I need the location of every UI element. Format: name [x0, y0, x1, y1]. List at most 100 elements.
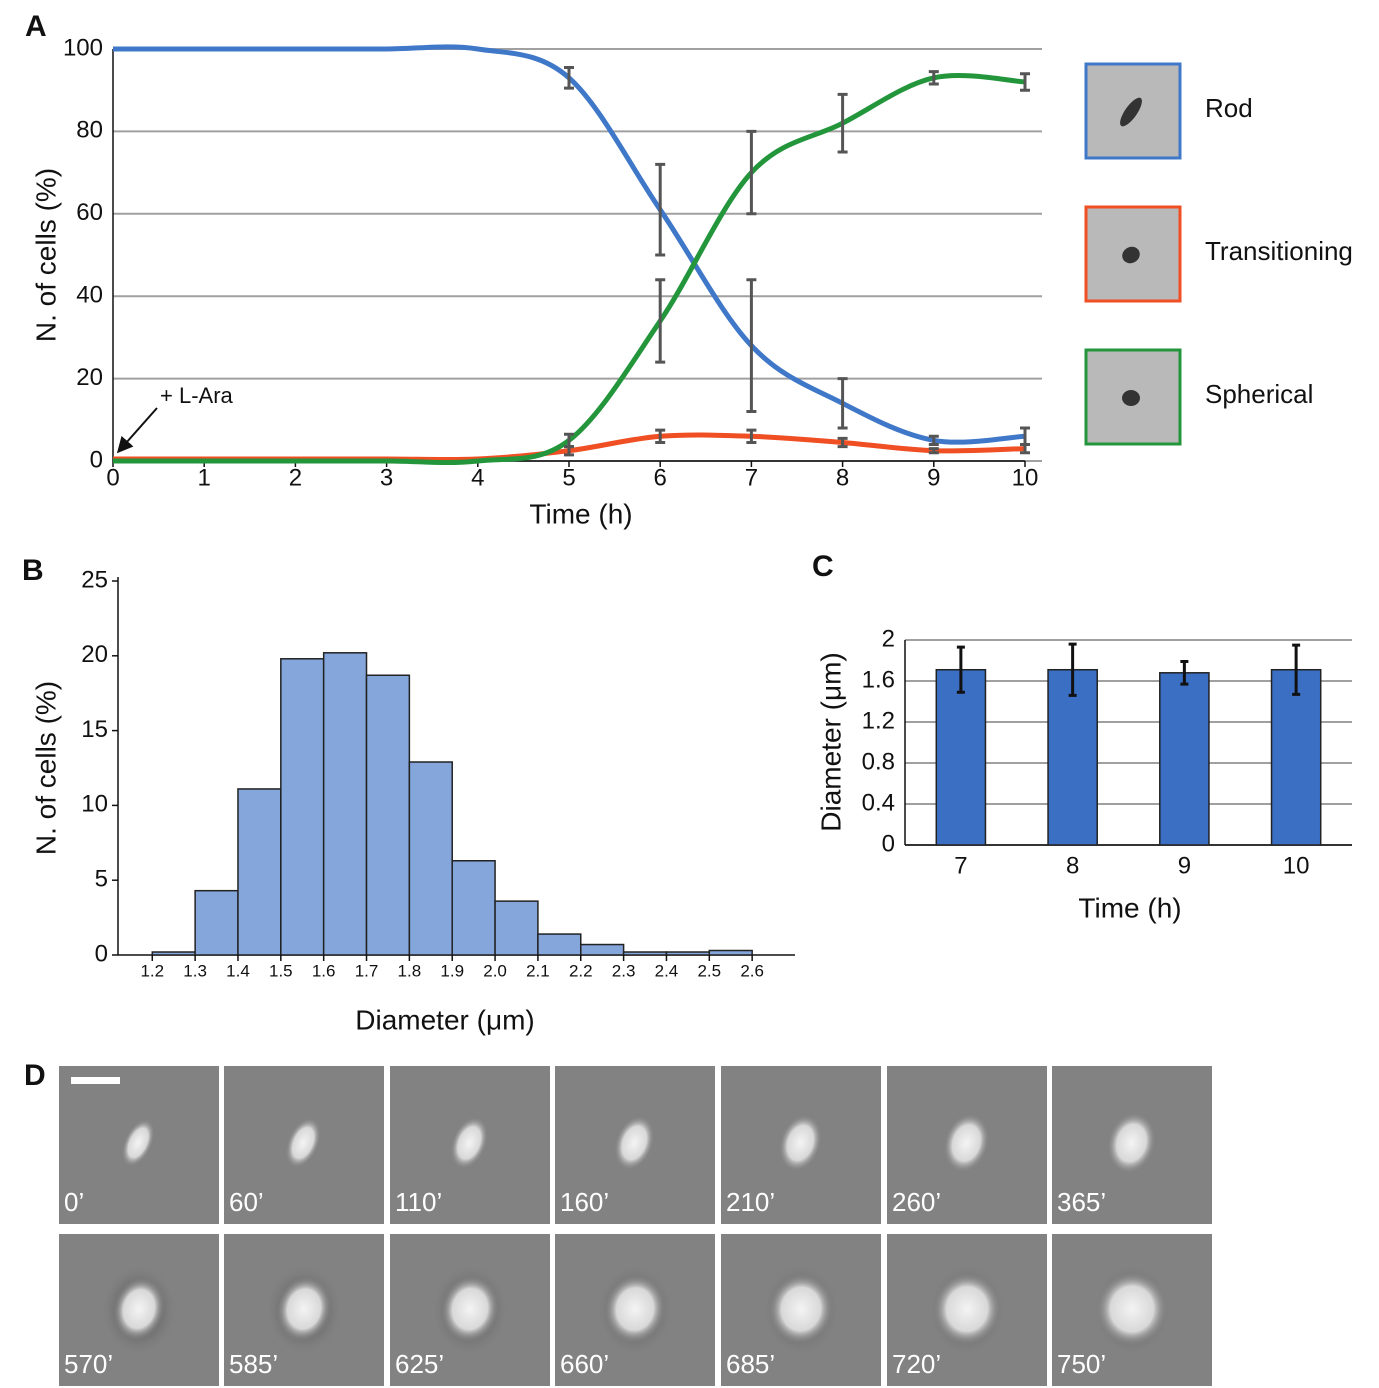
- x-tick-label: 8: [836, 464, 849, 491]
- bar: [1159, 672, 1210, 846]
- error-bar: [746, 428, 757, 444]
- error-bar: [564, 432, 574, 449]
- cell-image: [768, 1272, 834, 1346]
- x-tick-label: 2.3: [612, 961, 636, 980]
- error-bar: [837, 92, 848, 154]
- y-tick-label: 1.2: [862, 707, 895, 734]
- error-bar: [1020, 443, 1030, 455]
- x-tick-label: 0: [106, 464, 119, 491]
- y-tick-label: 0: [95, 940, 108, 967]
- frame-time-label: 570’: [64, 1349, 113, 1379]
- y-tick-label: 20: [76, 364, 103, 391]
- x-tick-label: 2.6: [740, 961, 764, 980]
- histogram-bar: [580, 943, 625, 956]
- y-tick-label: 80: [76, 117, 103, 144]
- x-tick-label: 1.4: [226, 961, 250, 980]
- cell-image: [603, 1273, 667, 1345]
- y-tick-label: 0: [90, 446, 103, 473]
- error-bar: [746, 278, 757, 414]
- series-line: [113, 73, 1026, 466]
- x-tick-label: 6: [654, 464, 667, 491]
- frame-time-label: 585’: [229, 1349, 278, 1379]
- error-bar: [1020, 72, 1030, 92]
- cell-image: [932, 1271, 1002, 1347]
- bar: [1047, 668, 1098, 846]
- cell-image: [943, 1112, 990, 1173]
- histogram-bar: [280, 658, 325, 956]
- histogram-bar: [408, 761, 453, 956]
- x-tick-label: 1.5: [269, 961, 293, 980]
- x-tick-label: 2.1: [526, 961, 550, 980]
- cell-image: [112, 1276, 166, 1342]
- y-tick-label: 0.4: [862, 789, 895, 816]
- histogram-bar: [151, 951, 196, 956]
- error-bar: [655, 428, 666, 444]
- panel-label: D: [24, 1059, 46, 1092]
- x-axis-label: Diameter (μm): [355, 1004, 534, 1035]
- legend-cell-image: [1120, 97, 1142, 127]
- bar: [935, 668, 987, 846]
- y-tick-label: 1.6: [862, 666, 895, 693]
- histogram-bar: [494, 900, 539, 956]
- y-axis-label: N. of cells (%): [30, 168, 61, 342]
- histogram-bar: [322, 652, 368, 956]
- cell-image: [285, 1117, 322, 1169]
- x-tick-label: 10: [1012, 464, 1039, 491]
- x-tick-label: 2.5: [697, 961, 721, 980]
- frame-time-label: 260’: [892, 1187, 941, 1217]
- annotation: + L-Ara: [160, 383, 234, 408]
- error-bar: [928, 70, 939, 86]
- legend-cell-image: [1122, 246, 1140, 264]
- frame-time-label: 0’: [64, 1187, 84, 1217]
- y-tick-label: 100: [63, 34, 103, 61]
- legend-label: Rod: [1205, 93, 1253, 123]
- error-bar: [746, 129, 757, 216]
- cell-image: [1106, 1111, 1157, 1174]
- legend-label: Spherical: [1205, 379, 1313, 409]
- legend-label: Transitioning: [1205, 236, 1353, 266]
- cell-image: [613, 1115, 655, 1171]
- x-tick-label: 5: [562, 464, 575, 491]
- x-tick-label: 9: [927, 464, 940, 491]
- y-axis-label: Diameter (μm): [815, 652, 846, 831]
- x-tick-label: 1.8: [398, 961, 422, 980]
- x-axis-label: Time (h): [1078, 892, 1181, 923]
- x-axis-label: Time (h): [529, 498, 632, 529]
- histogram-bar: [537, 933, 582, 956]
- x-tick-label: 1.3: [183, 961, 207, 980]
- cell-image: [450, 1116, 489, 1170]
- error-bar: [1180, 660, 1189, 686]
- frame-time-label: 750’: [1057, 1349, 1106, 1379]
- frame-time-label: 720’: [892, 1349, 941, 1379]
- y-tick-label: 0: [882, 830, 895, 857]
- y-tick-label: 2: [882, 625, 895, 652]
- x-tick-label: 7: [954, 852, 967, 879]
- x-tick-label: 2.0: [483, 961, 507, 980]
- series-line: [113, 44, 1026, 445]
- histogram-bar: [365, 674, 411, 956]
- frame-time-label: 625’: [395, 1349, 444, 1379]
- error-bar: [837, 436, 848, 449]
- cell-image: [1095, 1271, 1169, 1347]
- histogram-bar: [622, 951, 668, 956]
- error-bar: [956, 645, 965, 694]
- bar: [1270, 668, 1322, 846]
- x-tick-label: 2.4: [655, 961, 679, 980]
- x-tick-label: 10: [1283, 852, 1310, 879]
- x-tick-label: 3: [380, 464, 393, 491]
- histogram-bar: [708, 949, 753, 956]
- error-bar: [837, 377, 848, 430]
- y-tick-label: 25: [81, 566, 108, 593]
- y-tick-label: 10: [81, 791, 108, 818]
- y-tick-label: 15: [81, 716, 108, 743]
- frame-time-label: 210’: [726, 1187, 775, 1217]
- y-tick-label: 20: [81, 641, 108, 668]
- y-tick-label: 60: [76, 199, 103, 226]
- annotation-arrow: [116, 407, 158, 454]
- cell-image: [276, 1275, 332, 1343]
- frame-time-label: 60’: [229, 1187, 264, 1217]
- panel-label: B: [22, 554, 44, 587]
- histogram-bar: [451, 860, 496, 956]
- x-tick-label: 2.2: [569, 961, 593, 980]
